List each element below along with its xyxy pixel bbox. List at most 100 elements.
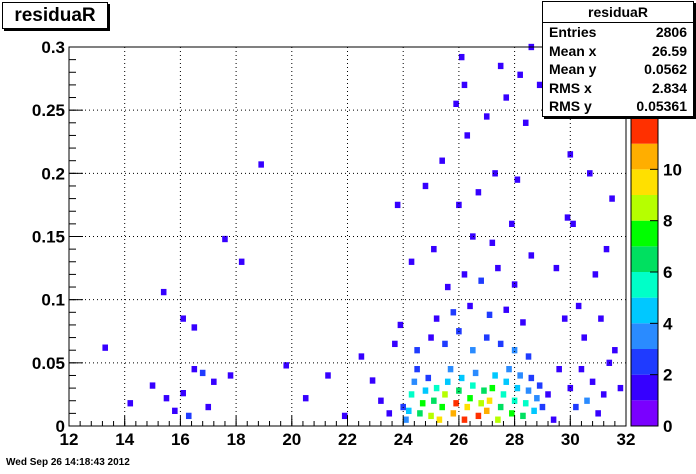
heatmap-cell	[405, 407, 412, 414]
heatmap-cell	[520, 412, 526, 420]
x-tick-label: 18	[227, 430, 246, 449]
heatmap-cell	[283, 362, 290, 369]
heatmap-cell	[160, 288, 167, 296]
color-scale-segment	[631, 323, 658, 349]
heatmap-cell	[528, 374, 535, 382]
heatmap-cell	[425, 374, 432, 382]
stats-value: 26.59	[651, 42, 687, 59]
heatmap-cell	[483, 407, 490, 414]
heatmap-cell	[539, 403, 546, 411]
heatmap-cell	[573, 403, 579, 411]
heatmap-cell	[444, 378, 451, 385]
heatmap-cell	[205, 403, 212, 411]
heatmap-cell	[503, 306, 510, 313]
heatmap-cell	[461, 416, 468, 423]
heatmap-cell	[199, 369, 206, 377]
heatmap-cell	[325, 372, 331, 379]
heatmap-cell	[503, 94, 510, 101]
heatmap-cell	[461, 81, 468, 89]
heatmap-cell	[470, 382, 476, 389]
heatmap-cell	[525, 387, 532, 394]
heatmap-cell	[422, 182, 429, 190]
heatmap-cell	[500, 391, 507, 398]
heatmap-cell	[589, 378, 596, 385]
y-tick-label: 0.15	[32, 228, 65, 247]
x-tick-label: 24	[394, 430, 413, 449]
heatmap-cell	[444, 283, 451, 291]
heatmap-cell	[442, 391, 448, 398]
stats-label: Mean x	[549, 42, 597, 59]
heatmap-cell	[483, 334, 490, 341]
heatmap-cell	[369, 377, 376, 384]
heatmap-cell	[464, 403, 471, 411]
heatmap-cell	[222, 235, 228, 243]
heatmap-cell	[450, 410, 457, 417]
stats-value: 2.834	[651, 79, 687, 96]
heatmap-cell	[536, 81, 543, 89]
heatmap-cell	[453, 100, 459, 108]
heatmap-cell	[467, 302, 473, 310]
heatmap-cell	[258, 161, 264, 168]
heatmap-cell	[545, 391, 551, 398]
heatmap-cell	[495, 416, 501, 423]
heatmap-cell	[478, 277, 484, 284]
heatmap-cell	[172, 407, 178, 414]
heatmap-cell	[341, 412, 348, 420]
color-scale-segment	[631, 143, 658, 170]
heatmap-cell	[514, 176, 521, 183]
heatmap-cell	[522, 400, 529, 407]
heatmap-cell	[302, 395, 309, 402]
heatmap-cell	[561, 315, 568, 322]
stats-row-mean-y: Mean y 0.0562	[543, 60, 693, 79]
x-tick-label: 32	[617, 430, 636, 449]
heatmap-cell	[433, 384, 440, 392]
heatmap-cell	[428, 334, 434, 341]
heatmap-cell	[428, 412, 434, 420]
heatmap-cell	[511, 397, 518, 404]
heatmap-cell	[575, 302, 582, 310]
stats-row-rms-x: RMS x 2.834	[543, 79, 693, 98]
heatmap-cell	[475, 412, 482, 420]
z-tick-label: 4	[663, 314, 673, 333]
heatmap-cell	[511, 347, 518, 354]
heatmap-cell	[598, 315, 604, 322]
heatmap-cell	[481, 387, 487, 394]
heatmap-cell	[458, 53, 465, 61]
heatmap-cell	[514, 384, 521, 392]
heatmap-cell	[520, 319, 526, 326]
heatmap-cell	[436, 416, 443, 423]
heatmap-cell	[450, 309, 457, 316]
heatmap-cell	[567, 151, 574, 158]
heatmap-cell	[461, 271, 468, 278]
heatmap-cell	[191, 365, 198, 373]
heatmap-cell	[467, 395, 473, 402]
heatmap-cell	[489, 384, 496, 392]
heatmap-cell	[497, 403, 504, 411]
heatmap-cell	[419, 400, 426, 407]
heatmap-cell	[517, 71, 523, 78]
heatmap-cell	[553, 264, 560, 272]
heatmap-cell	[536, 382, 543, 389]
heatmap-cell	[456, 387, 462, 394]
color-scale-segment	[631, 118, 658, 144]
stats-row-mean-x: Mean x 26.59	[543, 42, 693, 61]
heatmap-cell	[408, 391, 415, 398]
stats-value: 0.0562	[644, 61, 687, 77]
heatmap-cell	[472, 369, 479, 377]
heatmap-cell	[578, 365, 585, 373]
stats-label: RMS y	[549, 98, 592, 114]
color-scale-segment	[631, 349, 658, 375]
heatmap-cell	[486, 397, 493, 404]
color-scale-segment	[631, 272, 658, 298]
heatmap-cell	[456, 201, 462, 209]
heatmap-cell	[506, 365, 512, 373]
heatmap-cell	[442, 340, 448, 348]
stats-value: 0.05361	[636, 98, 687, 114]
heatmap-cell	[478, 400, 484, 407]
heatmap-cell	[464, 132, 471, 139]
heatmap-cell	[603, 245, 610, 253]
heatmap-cell	[211, 378, 217, 385]
heatmap-cell	[414, 365, 420, 373]
color-scale-segment	[631, 297, 658, 324]
